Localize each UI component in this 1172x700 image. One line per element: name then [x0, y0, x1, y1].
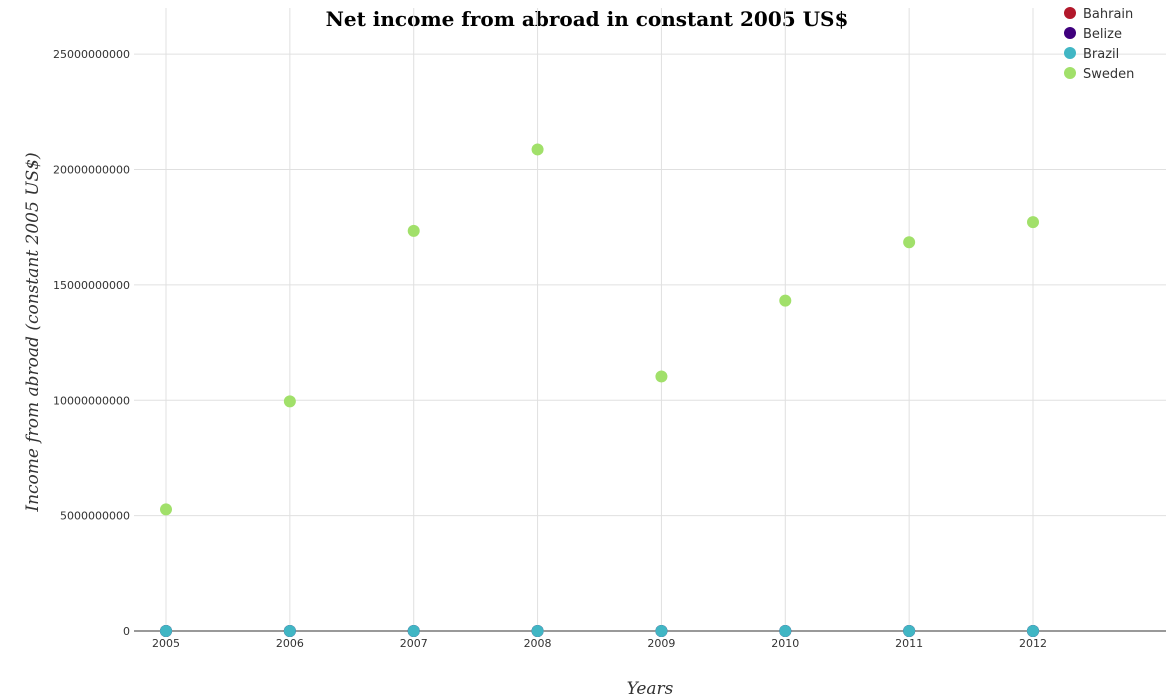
data-point-sweden [1027, 216, 1039, 229]
legend-marker-sweden [1064, 67, 1076, 79]
chart-title: Net income from abroad in constant 2005 … [326, 7, 849, 31]
y-tick-label: 0 [123, 625, 130, 638]
y-tick-label: 5000000000 [60, 510, 130, 523]
data-point-brazil [903, 625, 916, 637]
data-point-brazil [407, 625, 420, 637]
x-axis-ticks: 2005 2006 2007 2008 2009 2010 2011 2012 [152, 637, 1047, 650]
y-tick-label: 10000000000 [53, 394, 130, 407]
legend-label-brazil: Brazil [1083, 47, 1119, 62]
data-point-sweden [160, 503, 172, 516]
x-tick-label: 2005 [152, 637, 180, 650]
y-axis-label: Income from abroad (constant 2005 US$) [23, 152, 43, 512]
x-tick-label: 2010 [771, 637, 799, 650]
legend-marker-brazil [1064, 47, 1076, 59]
legend-label-belize: Belize [1083, 27, 1122, 42]
x-tick-label: 2011 [895, 637, 923, 650]
data-point-brazil [531, 625, 544, 637]
data-point-sweden [779, 294, 792, 307]
data-point-brazil [655, 625, 668, 637]
x-tick-label: 2012 [1019, 637, 1047, 650]
y-tick-label: 20000000000 [53, 164, 130, 177]
data-point-sweden [407, 224, 420, 237]
x-tick-label: 2006 [276, 637, 304, 650]
x-tick-label: 2008 [524, 637, 552, 650]
data-point-sweden [283, 395, 296, 408]
legend-label-sweden: Sweden [1083, 67, 1134, 82]
y-tick-label: 15000000000 [53, 279, 130, 292]
y-tick-label: 25000000000 [53, 48, 130, 61]
y-axis-ticks: 0 5000000000 10000000000 15000000000 2000000… [53, 48, 130, 638]
data-point-sweden [655, 370, 668, 383]
data-point-sweden [903, 236, 916, 249]
data-point-sweden [531, 143, 544, 156]
legend-label-bahrain: Bahrain [1083, 7, 1133, 22]
data-point-brazil [1027, 625, 1039, 637]
legend-marker-bahrain [1064, 7, 1076, 19]
data-point-brazil [160, 625, 172, 637]
x-axis-label: Years [627, 679, 674, 699]
data-point-brazil [283, 625, 296, 637]
data-point-brazil [779, 625, 792, 637]
data-points [160, 143, 1039, 637]
grid-layer [134, 8, 1166, 632]
x-tick-label: 2009 [647, 637, 675, 650]
legend: Bahrain Belize Brazil Sweden [1064, 7, 1134, 82]
legend-marker-belize [1064, 27, 1076, 39]
x-tick-label: 2007 [400, 637, 428, 650]
